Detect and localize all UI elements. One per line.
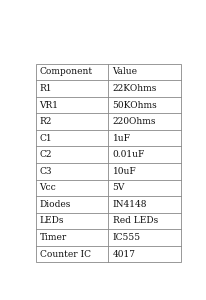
Text: Component: Component [39, 68, 92, 76]
Text: C1: C1 [39, 134, 52, 143]
Text: C2: C2 [39, 150, 52, 159]
Text: 22KOhms: 22KOhms [112, 84, 156, 93]
Text: R1: R1 [39, 84, 52, 93]
Text: R2: R2 [39, 117, 52, 126]
Text: 1uF: 1uF [112, 134, 130, 143]
Text: 0.01uF: 0.01uF [112, 150, 144, 159]
Text: VR1: VR1 [39, 100, 58, 109]
Bar [35, 64, 181, 262]
Text: Vcc: Vcc [39, 183, 56, 192]
Text: LEDs: LEDs [39, 217, 64, 226]
Text: IN4148: IN4148 [112, 200, 146, 209]
Text: C3: C3 [39, 167, 52, 176]
Text: 10uF: 10uF [112, 167, 136, 176]
Text: 5V: 5V [112, 183, 124, 192]
Text: IC555: IC555 [112, 233, 140, 242]
Text: Value: Value [112, 68, 137, 76]
Text: 50KOhms: 50KOhms [112, 100, 157, 109]
Text: 4017: 4017 [112, 250, 135, 259]
Text: 220Ohms: 220Ohms [112, 117, 155, 126]
Text: Red LEDs: Red LEDs [112, 217, 157, 226]
Text: Diodes: Diodes [39, 200, 70, 209]
Text: Timer: Timer [39, 233, 67, 242]
Text: Counter IC: Counter IC [39, 250, 90, 259]
